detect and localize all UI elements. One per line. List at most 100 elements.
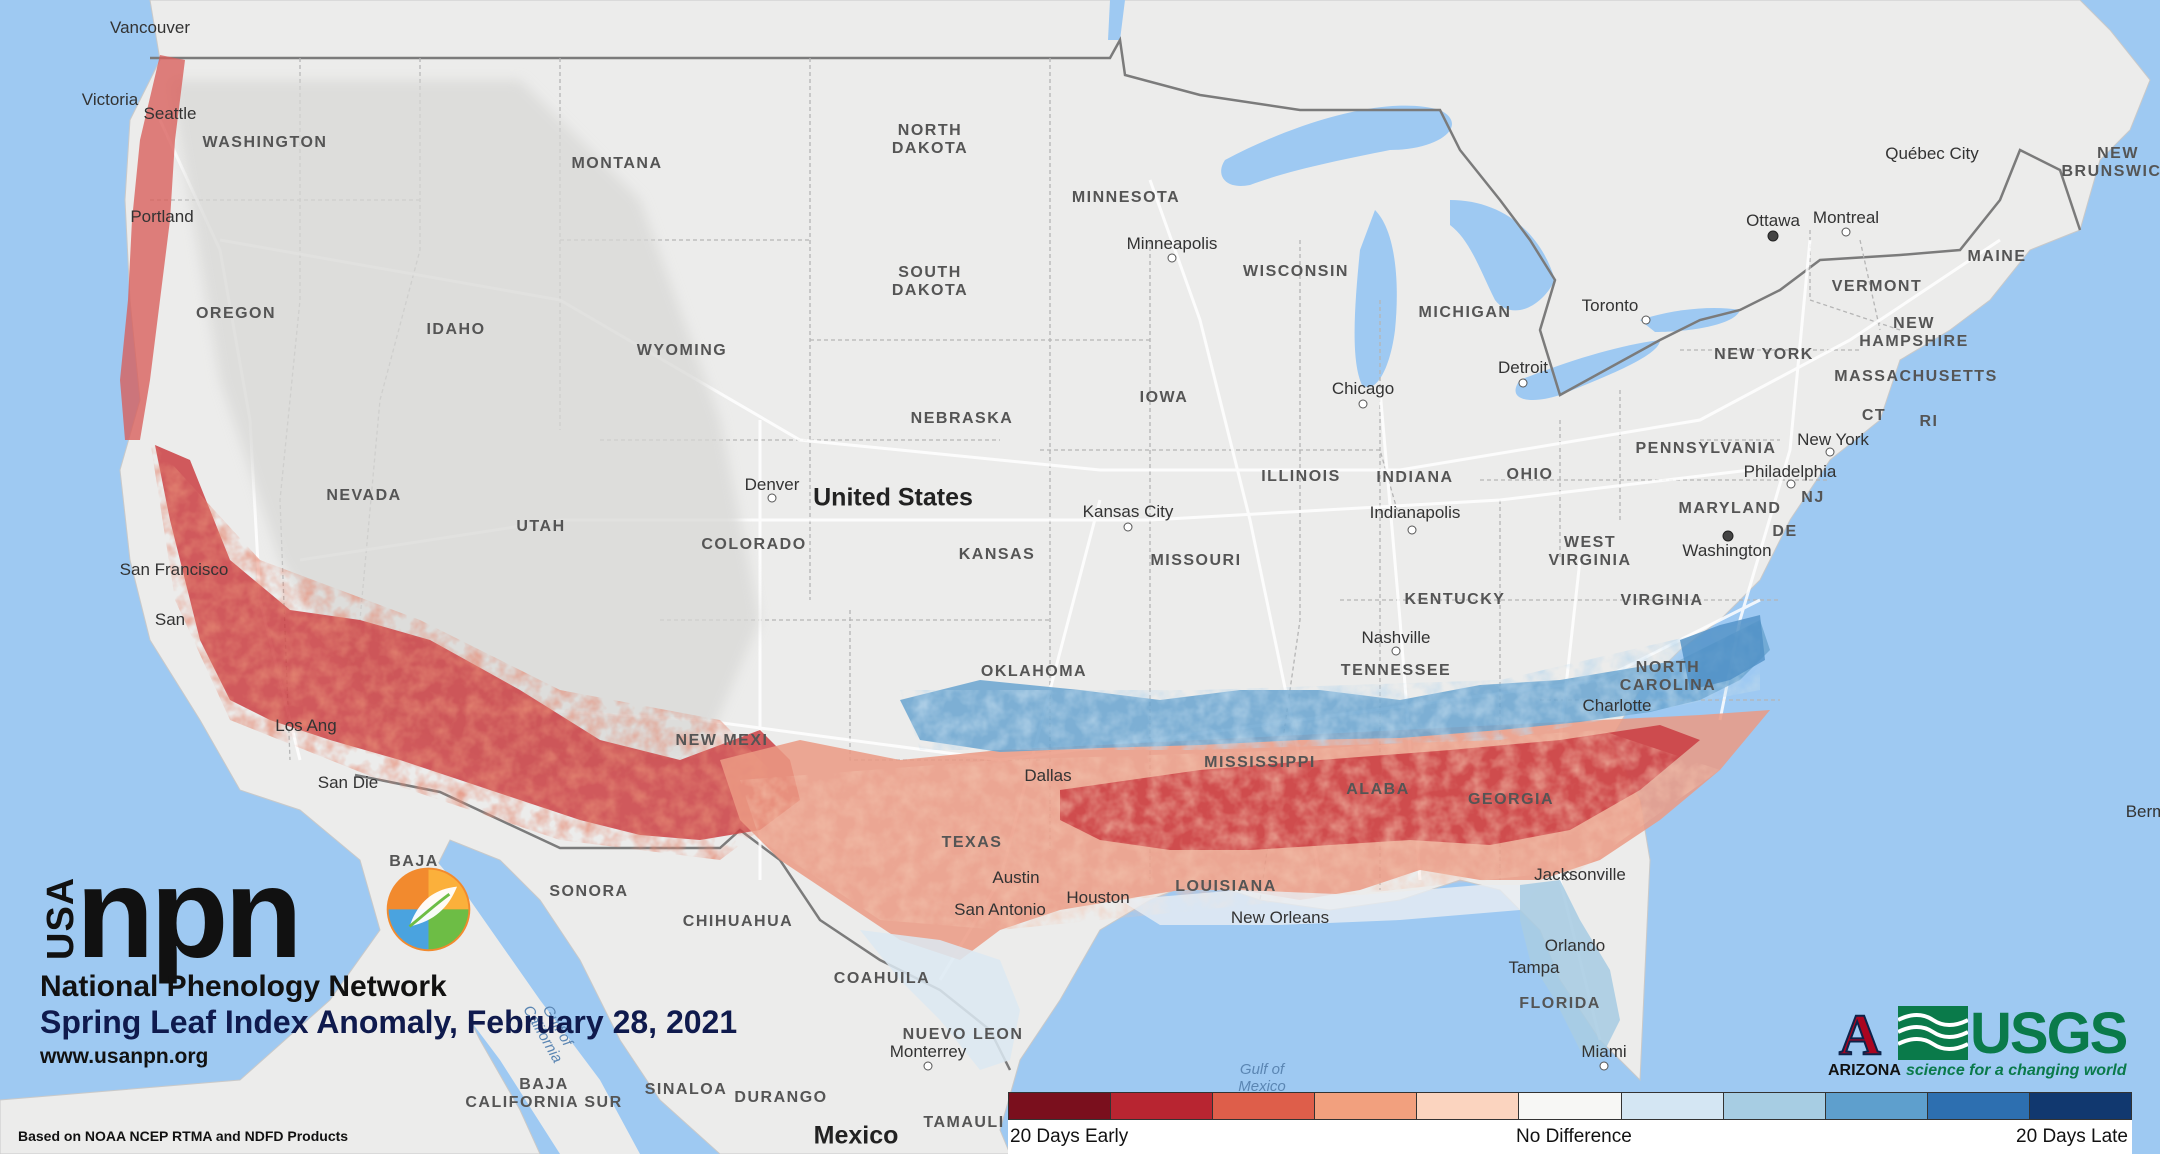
city-label-houston: Houston: [1066, 888, 1130, 907]
state-label-kansas: KANSAS: [958, 546, 1036, 563]
city-label-bermuda: Berm: [2125, 802, 2160, 821]
state-label-new-mexico: NEW MEXI: [675, 732, 769, 749]
legend-swatch-5: [1417, 1093, 1520, 1119]
city-marker-monterrey: [923, 1061, 933, 1071]
usgs-wordmark: USGS: [1970, 1001, 2128, 1066]
city-label-san-antonio: San Antonio: [954, 900, 1046, 919]
state-label-ct: CT: [1861, 407, 1887, 424]
state-label-maine: MAINE: [1967, 248, 2027, 265]
legend-swatch-2: [1111, 1093, 1214, 1119]
city-label-new-orleans: New Orleans: [1230, 908, 1330, 927]
anomaly-south-speckle: [740, 730, 1720, 930]
state-label-texas: TEXAS: [941, 834, 1003, 851]
anomaly-florida: [1520, 880, 1620, 1060]
state-label-ri: RI: [1919, 413, 1939, 430]
city-marker-indianapolis: [1407, 525, 1417, 535]
state-label-minnesota: MINNESOTA: [1071, 189, 1181, 206]
usgs-tagline: science for a changing world: [1906, 1062, 2127, 1079]
city-label-chicago: Chicago: [1331, 379, 1395, 398]
university-of-arizona-icon: A: [1838, 1004, 1882, 1062]
lake-erie: [1515, 340, 1660, 400]
state-label-nevada: NEVADA: [326, 487, 402, 504]
city-label-orlando: Orlando: [1544, 936, 1606, 955]
city-label-dallas: Dallas: [1024, 766, 1072, 785]
legend-label-late: 20 Days Late: [2016, 1126, 2128, 1147]
city-marker-jacksonville: [1562, 871, 1572, 881]
state-label-indiana: INDIANA: [1376, 469, 1454, 486]
state-label-massachusetts: MASSACHUSETTS: [1834, 368, 1998, 385]
legend-color-bar: [1008, 1092, 2132, 1120]
usgs-wave-icon: [1898, 1006, 1968, 1060]
legend-swatch-3: [1213, 1093, 1316, 1119]
state-label-missouri: MISSOURI: [1150, 552, 1242, 569]
city-marker-detroit: [1518, 378, 1528, 388]
state-label-new-hampshire: NEW HAMPSHIRE: [1859, 315, 1969, 350]
city-label-miami: Miami: [1581, 1042, 1627, 1061]
city-label-ottawa: Ottawa: [1746, 211, 1800, 230]
state-label-north-carolina: NORTH CAROLINA: [1619, 659, 1717, 694]
gulf-st-lawrence: [2104, 196, 2160, 330]
anomaly-pacific-coast: [120, 55, 185, 440]
city-marker-philadelphia: [1786, 479, 1796, 489]
state-label-maryland: MARYLAND: [1678, 500, 1782, 517]
city-marker-toronto: [1641, 315, 1651, 325]
state-label-sonora: SONORA: [549, 883, 629, 900]
state-label-new-brunswick: NEW BRUNSWICK: [2061, 145, 2160, 180]
arizona-logo-letter: A: [1839, 1004, 1881, 1062]
city-label-minneapolis: Minneapolis: [1126, 234, 1218, 253]
city-label-detroit: Detroit: [1497, 358, 1549, 377]
state-label-north-dakota: NORTH DAKOTA: [891, 122, 969, 157]
npn-logo-name: National Phenology Network: [40, 970, 447, 1003]
country-label-us: United States: [813, 483, 973, 512]
state-label-michigan: MICHIGAN: [1418, 304, 1512, 321]
legend-swatch-1: [1009, 1093, 1112, 1119]
state-label-louisiana: LOUISIANA: [1175, 878, 1277, 895]
state-label-tamaulipas: TAMAULI: [923, 1114, 1005, 1131]
map-title: Spring Leaf Index Anomaly, February 28, …: [40, 1004, 738, 1040]
city-label-san-jose: San: [154, 610, 186, 629]
npn-leaf-icon: [386, 867, 471, 952]
website-link[interactable]: www.usanpn.org: [40, 1045, 209, 1068]
us-canada-border: [150, 36, 2082, 397]
lake-michigan: [1354, 210, 1397, 388]
state-label-oregon: OREGON: [195, 305, 277, 322]
state-label-montana: MONTANA: [571, 155, 663, 172]
state-label-nuevo-leon: NUEVO LEON: [902, 1026, 1024, 1043]
anomaly-california-speckle: [150, 440, 800, 860]
city-label-new-york: New York: [1797, 430, 1869, 449]
anomaly-carolina-blue: [1680, 615, 1765, 690]
lake-winnipeg: [1108, 0, 1125, 40]
npn-logo-wordmark: npn: [76, 842, 303, 985]
city-label-quebec-city: Québec City: [1885, 144, 1979, 163]
state-label-kentucky: KENTUCKY: [1404, 591, 1506, 608]
city-label-monterrey: Monterrey: [889, 1042, 967, 1061]
state-label-idaho: IDAHO: [426, 321, 486, 338]
legend-swatch-4: [1315, 1093, 1418, 1119]
state-label-tennessee: TENNESSEE: [1340, 662, 1452, 679]
legend-swatch-9: [1825, 1093, 1928, 1119]
state-label-nebraska: NEBRASKA: [910, 410, 1014, 427]
city-label-washington: Washington: [1682, 541, 1772, 560]
city-label-indianapolis: Indianapolis: [1369, 503, 1461, 522]
city-label-denver: Denver: [744, 475, 800, 494]
city-marker-new-york: [1825, 447, 1835, 457]
state-label-mississippi: MISSISSIPPI: [1204, 754, 1316, 771]
city-label-jacksonville: Jacksonville: [1534, 865, 1626, 884]
city-label-vancouver: Vancouver: [109, 18, 191, 37]
state-label-colorado: COLORADO: [701, 536, 807, 553]
city-label-tampa: Tampa: [1508, 958, 1560, 977]
city-label-victoria: Victoria: [81, 90, 139, 109]
state-label-west-virginia: WEST VIRGINIA: [1548, 534, 1632, 569]
legend-label-no-difference: No Difference: [1516, 1126, 1632, 1147]
state-label-utah: UTAH: [516, 518, 566, 535]
state-label-illinois: ILLINOIS: [1261, 468, 1341, 485]
city-marker-miami: [1599, 1061, 1609, 1071]
city-label-san-diego: San Die: [317, 773, 379, 792]
city-marker-ottawa: [1767, 230, 1779, 242]
city-label-kansas-city: Kansas City: [1082, 502, 1174, 521]
state-label-south-dakota: SOUTH DAKOTA: [891, 264, 969, 299]
state-label-virginia: VIRGINIA: [1620, 592, 1704, 609]
city-label-nashville: Nashville: [1361, 628, 1431, 647]
state-label-nj: NJ: [1801, 489, 1825, 506]
